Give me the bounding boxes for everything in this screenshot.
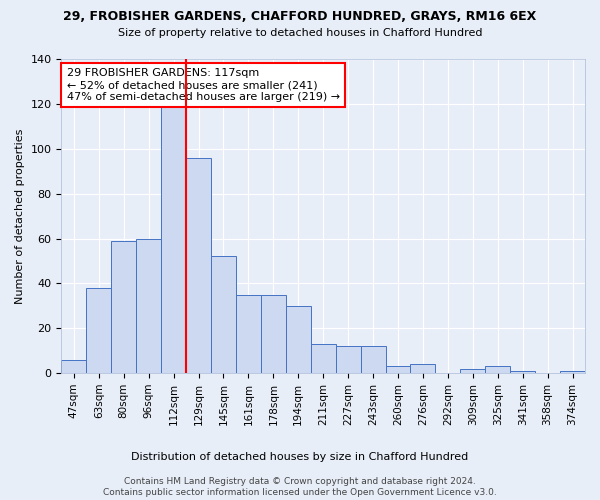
Bar	[236, 294, 261, 373]
Y-axis label: Number of detached properties: Number of detached properties	[15, 128, 25, 304]
Text: 29, FROBISHER GARDENS, CHAFFORD HUNDRED, GRAYS, RM16 6EX: 29, FROBISHER GARDENS, CHAFFORD HUNDRED,…	[64, 10, 536, 23]
Bar	[86, 288, 111, 373]
Bar	[311, 344, 335, 373]
Text: Contains HM Land Registry data © Crown copyright and database right 2024.: Contains HM Land Registry data © Crown c…	[124, 476, 476, 486]
Bar	[410, 364, 436, 373]
Bar	[485, 366, 510, 373]
Bar	[335, 346, 361, 373]
Bar	[286, 306, 311, 373]
Bar	[161, 86, 186, 373]
Bar	[186, 158, 211, 373]
Bar	[560, 371, 585, 373]
Text: Size of property relative to detached houses in Chafford Hundred: Size of property relative to detached ho…	[118, 28, 482, 38]
Bar	[111, 241, 136, 373]
Bar	[460, 368, 485, 373]
Bar	[136, 238, 161, 373]
Bar	[386, 366, 410, 373]
Bar	[510, 371, 535, 373]
Text: 29 FROBISHER GARDENS: 117sqm
← 52% of detached houses are smaller (241)
47% of s: 29 FROBISHER GARDENS: 117sqm ← 52% of de…	[67, 68, 340, 102]
Text: Contains public sector information licensed under the Open Government Licence v3: Contains public sector information licen…	[103, 488, 497, 497]
Bar	[61, 360, 86, 373]
Bar	[261, 294, 286, 373]
Text: Distribution of detached houses by size in Chafford Hundred: Distribution of detached houses by size …	[131, 452, 469, 462]
Bar	[211, 256, 236, 373]
Bar	[361, 346, 386, 373]
